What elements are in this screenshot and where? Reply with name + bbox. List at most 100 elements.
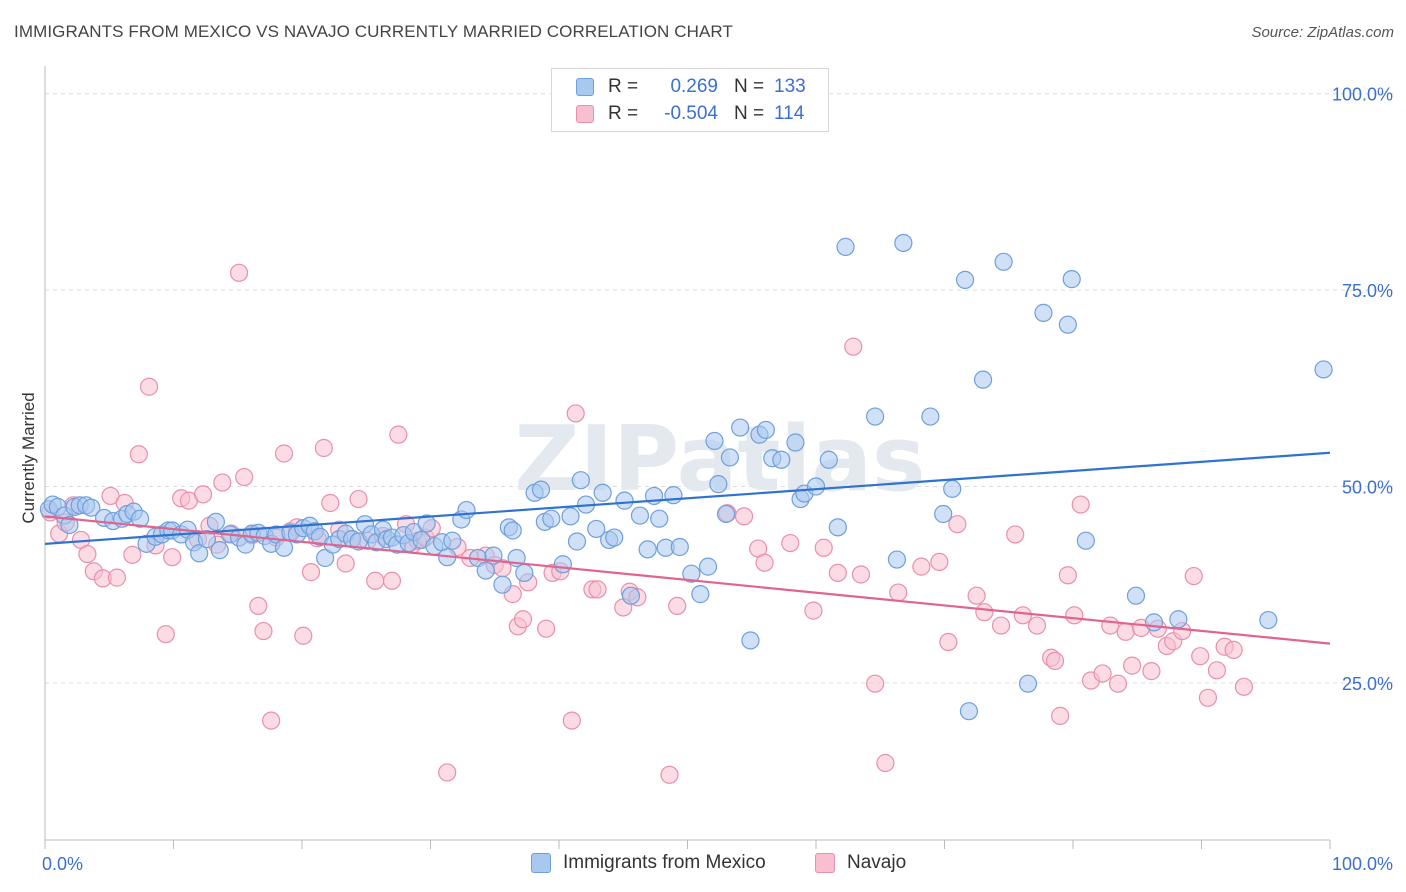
mexico-point bbox=[1062, 270, 1081, 289]
mexico-point bbox=[1144, 613, 1164, 632]
navajo-point bbox=[1116, 622, 1135, 641]
y-tick-label: 75.0% bbox=[1342, 281, 1393, 301]
mexico-point bbox=[720, 448, 740, 467]
navajo-point bbox=[930, 552, 949, 572]
navajo-point bbox=[1045, 651, 1065, 670]
navajo-point bbox=[668, 596, 687, 616]
mexico-point bbox=[819, 450, 838, 469]
trend-lines bbox=[44, 451, 1331, 645]
mexico-point bbox=[587, 519, 606, 539]
navajo-point bbox=[566, 404, 585, 423]
mexico-point bbox=[756, 420, 775, 440]
legend-n-value: 114 bbox=[774, 103, 805, 124]
chart-title: IMMIGRANTS FROM MEXICO VS NAVAJO CURRENT… bbox=[14, 22, 733, 41]
mexico-point bbox=[60, 515, 79, 535]
legend-n-value: 133 bbox=[774, 76, 806, 97]
mexico-point bbox=[1259, 610, 1278, 630]
mexico-point bbox=[82, 498, 101, 517]
mexico-point bbox=[1058, 315, 1077, 334]
mexico-point bbox=[531, 480, 551, 499]
navajo-point bbox=[734, 507, 754, 526]
mexico-point bbox=[866, 407, 885, 426]
y-tick-labels: 25.0% 50.0% 75.0% 100.0% bbox=[1332, 85, 1393, 694]
grid-lines bbox=[45, 93, 1395, 684]
legend-r-label: R = bbox=[608, 76, 639, 97]
navajo-point bbox=[1051, 706, 1070, 725]
mexico-point bbox=[828, 518, 847, 537]
mexico-trend-line bbox=[44, 451, 1331, 545]
y-tick-label: 100.0% bbox=[1332, 85, 1393, 105]
mexico-point bbox=[417, 514, 436, 533]
navajo-point bbox=[139, 377, 159, 396]
mexico-point bbox=[741, 631, 760, 650]
navajo-point bbox=[382, 571, 402, 590]
legend-label-navajo: Navajo bbox=[847, 852, 907, 873]
navajo-point bbox=[314, 438, 333, 458]
mexico-point bbox=[553, 555, 572, 574]
mexico-point bbox=[894, 233, 913, 253]
mexico-point bbox=[806, 477, 826, 496]
mexico-point bbox=[197, 530, 217, 549]
y-tick-label: 50.0% bbox=[1342, 477, 1393, 497]
y-axis-label: Currently Married bbox=[19, 392, 38, 523]
mexico-point bbox=[515, 563, 534, 583]
mexico-point bbox=[709, 475, 728, 494]
navajo-point bbox=[274, 444, 294, 463]
mexico-point bbox=[934, 504, 953, 524]
mexico-point bbox=[731, 418, 750, 437]
navajo-point bbox=[129, 445, 148, 464]
mexico-point bbox=[670, 537, 689, 557]
x-tick-labels: 0.0% 100.0% bbox=[42, 854, 1393, 874]
mexico-point bbox=[605, 528, 624, 547]
mexico-point bbox=[786, 433, 805, 452]
mexico-point bbox=[567, 532, 587, 551]
navajo-point bbox=[1224, 640, 1243, 659]
mexico-point bbox=[705, 431, 724, 451]
navajo-point bbox=[844, 337, 863, 356]
navajo-point bbox=[588, 580, 607, 599]
navajo-point bbox=[213, 473, 232, 492]
y-tick-label: 25.0% bbox=[1342, 674, 1393, 694]
navajo-point bbox=[1184, 566, 1203, 586]
mexico-point bbox=[638, 540, 657, 559]
mexico-point bbox=[1169, 610, 1188, 629]
navajo-swatch bbox=[576, 105, 594, 123]
mexico-point bbox=[682, 564, 701, 583]
mexico-point bbox=[210, 541, 229, 560]
mexico-swatch bbox=[576, 78, 594, 96]
navajo-point bbox=[537, 619, 556, 638]
navajo-point bbox=[1093, 664, 1112, 683]
mexico-point bbox=[1034, 303, 1053, 322]
navajo-point bbox=[967, 586, 986, 605]
navajo-point bbox=[513, 610, 533, 629]
navajo-point bbox=[294, 626, 313, 645]
axes bbox=[44, 66, 1331, 849]
navajo-point bbox=[78, 544, 97, 564]
navajo-point bbox=[1234, 677, 1254, 696]
navajo-point bbox=[336, 554, 355, 573]
navajo-point bbox=[866, 674, 885, 693]
mexico-point bbox=[716, 504, 736, 524]
navajo-point bbox=[804, 601, 823, 620]
navajo-point bbox=[939, 632, 958, 652]
navajo-point bbox=[1065, 606, 1084, 625]
mexico-point bbox=[943, 479, 962, 498]
navajo-point bbox=[301, 563, 321, 582]
mexico-point bbox=[542, 509, 561, 528]
navajo-point bbox=[254, 621, 273, 641]
x-tick-label: 0.0% bbox=[42, 854, 83, 874]
legend-r-value: -0.504 bbox=[664, 103, 718, 124]
mexico-point bbox=[955, 270, 975, 289]
legend-row-mexico: R = 0.269 N = 133 bbox=[576, 74, 806, 100]
navajo-point bbox=[1207, 661, 1227, 680]
navajo-point bbox=[781, 533, 800, 553]
mexico-point bbox=[443, 531, 462, 550]
navajo-point bbox=[321, 493, 340, 513]
navajo-point bbox=[438, 763, 457, 782]
navajo-point bbox=[991, 616, 1011, 635]
mexico-point bbox=[571, 471, 590, 490]
navajo-legend-swatch bbox=[815, 853, 835, 873]
navajo-point bbox=[249, 596, 268, 616]
navajo-point bbox=[1013, 606, 1032, 625]
mexico-point bbox=[691, 585, 710, 604]
